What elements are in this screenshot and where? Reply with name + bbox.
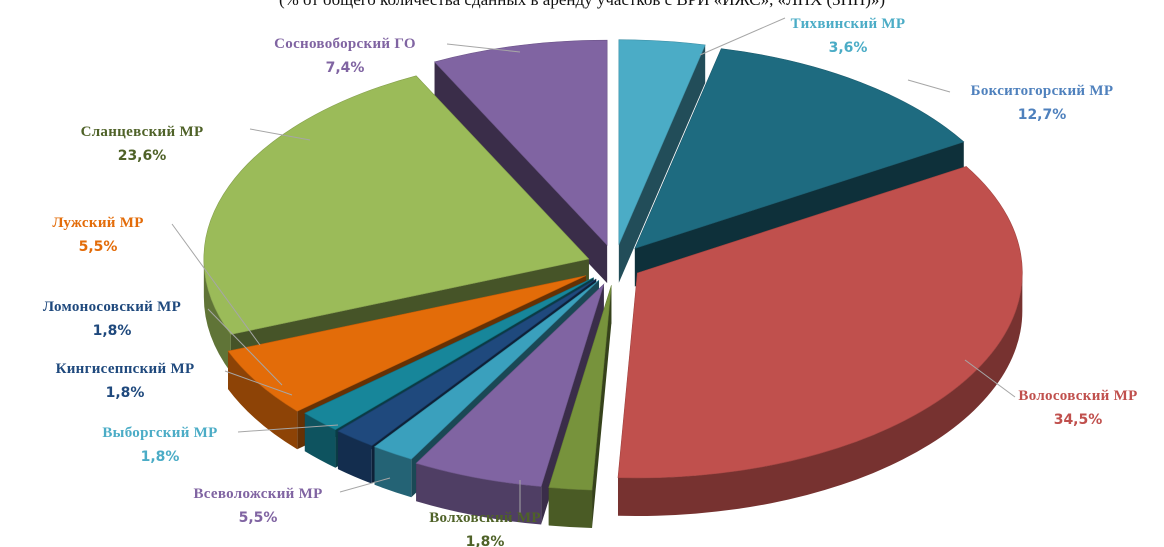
leader-line [339, 477, 391, 493]
leader-line [699, 17, 786, 56]
leader-line [446, 43, 521, 53]
slice-label-name: Тихвинский МР [791, 16, 906, 32]
pie-slice-2 [634, 48, 965, 249]
chart-title: (% от общего количества сданных в аренду… [0, 0, 1164, 10]
slice-label-value: 5,5% [79, 239, 118, 255]
pie-slice-3 [617, 166, 1023, 479]
slice-label-value: 12,7% [1018, 107, 1067, 123]
slice-label-value: 1,8% [93, 323, 132, 339]
slice-side-wall [434, 61, 608, 284]
slice-label-value: 34,5% [1054, 412, 1103, 428]
slice-label-name: Кингисеппский МР [56, 361, 195, 377]
slice-labels: Тихвинский МР 3,6% Бокситогорский МР 12,7% В… [43, 16, 1137, 547]
slice-label-name: Лужский МР [52, 215, 143, 231]
slice-label-name: Сосновоборский ГО [274, 36, 416, 52]
pie-slice-1 [618, 39, 706, 245]
slice-outer-wall [203, 259, 231, 373]
slice-label-name: Всеволожский МР [193, 486, 322, 502]
slice-outer-wall [548, 487, 593, 529]
leader-line [249, 128, 311, 141]
slice-label-value: 7,4% [326, 60, 365, 76]
slice-label-value: 5,5% [239, 510, 278, 526]
slice-side-wall [592, 285, 612, 529]
slice-outer-wall [337, 431, 372, 484]
slice-label-name: Бокситогорский МР [971, 83, 1114, 99]
pie-slice-7 [337, 278, 597, 446]
leader-line [224, 370, 293, 396]
slice-label-value: 1,8% [141, 449, 180, 465]
slice-side-wall [618, 44, 706, 283]
slice-label-value: 1,8% [466, 534, 505, 547]
pie-slice-4 [548, 285, 612, 491]
leader-lines [171, 17, 1016, 515]
slice-outer-wall [374, 446, 412, 498]
pie-slice-6 [373, 279, 600, 460]
slice-label-value: 23,6% [118, 148, 167, 164]
slice-label-name: Выборгский МР [102, 425, 217, 441]
leader-line [907, 79, 951, 93]
pie-slice-5 [415, 283, 605, 487]
leader-line [207, 308, 283, 386]
leader-line [171, 223, 261, 346]
slice-label-name: Волосовский МР [1018, 388, 1137, 404]
leader-line [237, 424, 339, 433]
slice-label-value: 1,8% [106, 385, 145, 401]
slice-label-name: Волховский МР [429, 510, 541, 526]
slice-label-name: Ломоносовский МР [43, 299, 181, 315]
pie-slice-10 [203, 75, 590, 335]
pie-slice-11 [433, 39, 608, 246]
leader-line [964, 359, 1016, 398]
slice-label-value: 3,6% [829, 40, 868, 56]
slice-label-name: Сланцевский МР [81, 124, 204, 140]
slice-outer-wall [416, 463, 542, 525]
slice-tops [203, 39, 1023, 491]
pie-slice-8 [304, 277, 594, 431]
slice-outer-wall [228, 351, 298, 450]
slice-outer-wall [617, 272, 1023, 516]
